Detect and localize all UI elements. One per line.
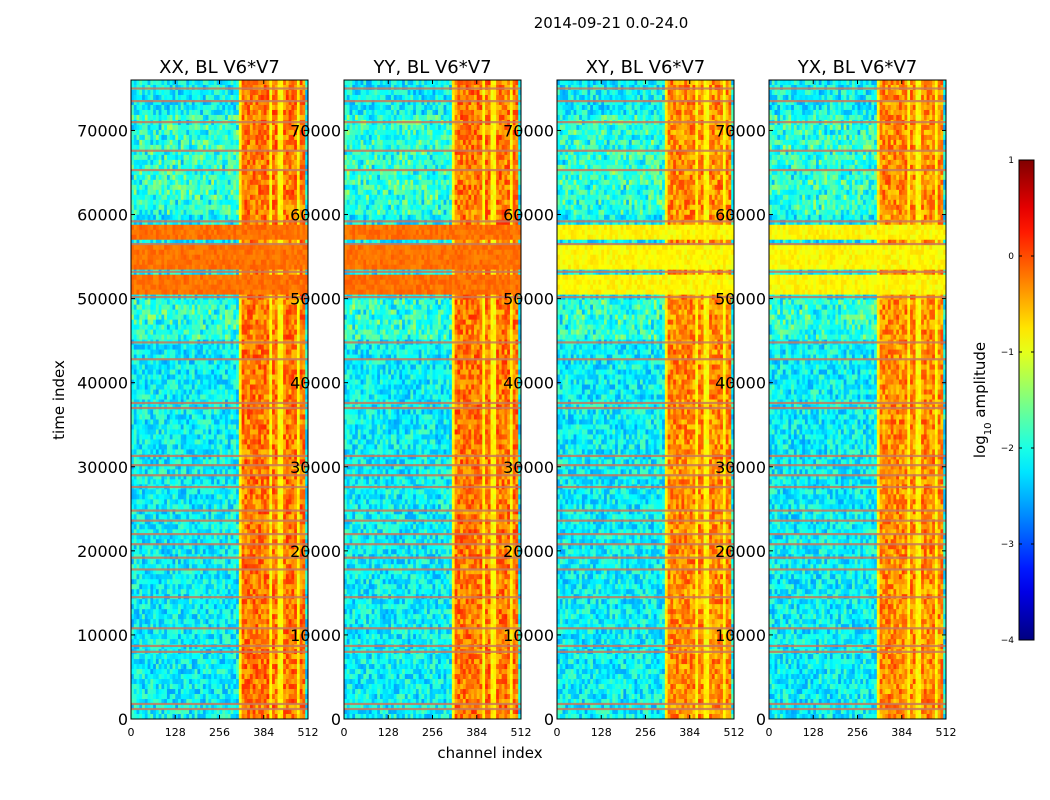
x-tick-label-4-4: 512 xyxy=(936,726,957,739)
x-tick-label-4-1: 128 xyxy=(803,726,824,739)
panel-title-3: XY, BL V6*V7 xyxy=(586,57,705,78)
x-tick-label-3-2: 256 xyxy=(635,726,656,739)
y-tick-label-1-4: 40000 xyxy=(77,374,128,393)
y-tick-label-3-1: 10000 xyxy=(503,626,554,645)
x-tick-label-2-4: 512 xyxy=(511,726,532,739)
x-tick-label-3-3: 384 xyxy=(679,726,700,739)
y-tick-label-3-6: 60000 xyxy=(503,206,554,225)
y-tick-label-1-6: 60000 xyxy=(77,206,128,225)
y-tick-label-3-5: 50000 xyxy=(503,290,554,309)
heatmap-image-4 xyxy=(769,80,946,719)
x-tick-label-1-3: 384 xyxy=(253,726,274,739)
y-tick-label-2-4: 40000 xyxy=(290,374,341,393)
x-tick-label-1-4: 512 xyxy=(298,726,319,739)
y-tick-label-4-5: 50000 xyxy=(715,290,766,309)
y-tick-label-2-0: 0 xyxy=(331,710,341,729)
x-tick-label-4-2: 256 xyxy=(847,726,868,739)
y-tick-label-1-3: 30000 xyxy=(77,458,128,477)
colorbar-tick-label-5: −4 xyxy=(1001,636,1015,646)
y-axis-label: time index xyxy=(50,360,68,440)
colorbar-tick-label-3: −2 xyxy=(1001,444,1014,454)
x-tick-label-1-2: 256 xyxy=(209,726,230,739)
y-tick-label-3-0: 0 xyxy=(544,710,554,729)
heatmap-image-3 xyxy=(557,80,734,719)
heatmap-image-1 xyxy=(131,80,308,719)
y-tick-label-4-0: 0 xyxy=(756,710,766,729)
panel-title-2: YY, BL V6*V7 xyxy=(372,57,491,78)
x-axis-label: channel index xyxy=(437,744,542,762)
y-tick-label-2-2: 20000 xyxy=(290,542,341,561)
x-tick-label-2-2: 256 xyxy=(422,726,443,739)
y-tick-label-2-1: 10000 xyxy=(290,626,341,645)
x-tick-label-3-1: 128 xyxy=(591,726,612,739)
panel-title-1: XX, BL V6*V7 xyxy=(159,57,280,78)
colorbar-tick-label-0: 1 xyxy=(1008,156,1014,166)
panel-title-4: YX, BL V6*V7 xyxy=(797,57,917,78)
y-tick-label-3-7: 70000 xyxy=(503,121,554,140)
x-tick-label-4-0: 0 xyxy=(766,726,773,739)
y-tick-label-4-4: 40000 xyxy=(715,374,766,393)
x-tick-label-1-1: 128 xyxy=(165,726,186,739)
x-tick-label-2-1: 128 xyxy=(378,726,399,739)
colorbar: 1 0 −1 −2 −3 −4 log10 amplitude xyxy=(971,156,1035,646)
y-tick-label-3-2: 20000 xyxy=(503,542,554,561)
x-tick-label-1-0: 0 xyxy=(128,726,135,739)
colorbar-tick-label-4: −3 xyxy=(1001,540,1014,550)
y-tick-label-1-0: 0 xyxy=(118,710,128,729)
x-tick-label-4-3: 384 xyxy=(891,726,912,739)
panels: XX, BL V6*V7 0 128 256 384 512 0 10000 20000 3000… xyxy=(77,57,956,739)
y-tick-label-2-3: 30000 xyxy=(290,458,341,477)
y-tick-label-1-7: 70000 xyxy=(77,121,128,140)
x-tick-label-2-3: 384 xyxy=(466,726,487,739)
y-tick-label-4-6: 60000 xyxy=(715,206,766,225)
colorbar-tick-label-2: −1 xyxy=(1001,348,1014,358)
heatmap-image-2 xyxy=(344,80,521,719)
y-tick-label-3-4: 40000 xyxy=(503,374,554,393)
y-tick-label-4-2: 20000 xyxy=(715,542,766,561)
y-tick-label-2-5: 50000 xyxy=(290,290,341,309)
y-tick-label-2-6: 60000 xyxy=(290,206,341,225)
colorbar-tick-label-1: 0 xyxy=(1008,252,1014,262)
y-tick-label-4-3: 30000 xyxy=(715,458,766,477)
y-tick-label-4-1: 10000 xyxy=(715,626,766,645)
colorbar-label: log10 amplitude xyxy=(971,342,994,458)
y-tick-label-4-7: 70000 xyxy=(715,121,766,140)
x-tick-label-3-0: 0 xyxy=(554,726,561,739)
y-tick-label-1-2: 20000 xyxy=(77,542,128,561)
x-tick-label-2-0: 0 xyxy=(341,726,348,739)
y-tick-label-1-1: 10000 xyxy=(77,626,128,645)
x-tick-label-3-4: 512 xyxy=(724,726,745,739)
figure-suptitle: 2014-09-21 0.0-24.0 xyxy=(534,14,689,32)
colorbar-gradient xyxy=(1018,159,1035,641)
y-tick-label-3-3: 30000 xyxy=(503,458,554,477)
y-tick-label-1-5: 50000 xyxy=(77,290,128,309)
y-tick-label-2-7: 70000 xyxy=(290,121,341,140)
